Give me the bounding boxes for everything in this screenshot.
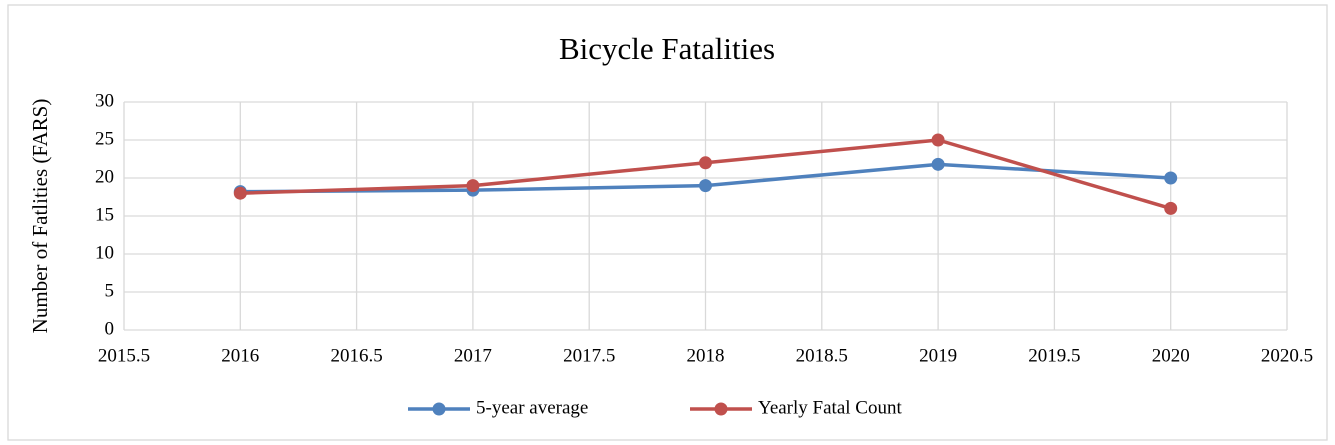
point: [466, 179, 480, 193]
point: [699, 156, 712, 170]
chart-frame: [7, 4, 1328, 441]
y-tick-label: 20: [95, 166, 114, 187]
x-tick-label: 2019.5: [1028, 345, 1080, 366]
point: [1164, 171, 1178, 185]
point: [1164, 201, 1178, 215]
x-tick-label: 2019: [919, 345, 957, 366]
chart-title: Bicycle Fatalities: [559, 31, 775, 66]
x-tick-label: 2015.5: [98, 345, 150, 366]
y-tick-label: 10: [95, 242, 114, 263]
y-tick-label: 0: [105, 318, 115, 339]
point: [699, 179, 712, 193]
x-tick-label: 2018.5: [796, 345, 848, 366]
legend-marker: [432, 402, 446, 416]
y-tick-label: 5: [105, 280, 115, 301]
x-tick-label: 2017: [454, 345, 492, 366]
x-tick-label: 2020.5: [1261, 345, 1313, 366]
point: [233, 186, 247, 200]
x-tick-label: 2017.5: [563, 345, 615, 366]
legend-label: 5-year average: [476, 397, 588, 418]
point: [931, 157, 945, 171]
x-tick-label: 2018: [687, 345, 725, 366]
x-tick-label: 2016.5: [330, 345, 382, 366]
y-axis-label: Number of Fatlities (FARS): [28, 99, 52, 334]
legend-marker: [714, 402, 728, 416]
legend-label: Yearly Fatal Count: [758, 397, 902, 418]
x-tick-label: 2020: [1152, 345, 1190, 366]
y-tick-label: 15: [95, 204, 114, 225]
y-tick-label: 25: [95, 128, 114, 149]
x-tick-label: 2016: [221, 345, 259, 366]
y-tick-label: 30: [95, 90, 114, 111]
point: [931, 133, 945, 147]
